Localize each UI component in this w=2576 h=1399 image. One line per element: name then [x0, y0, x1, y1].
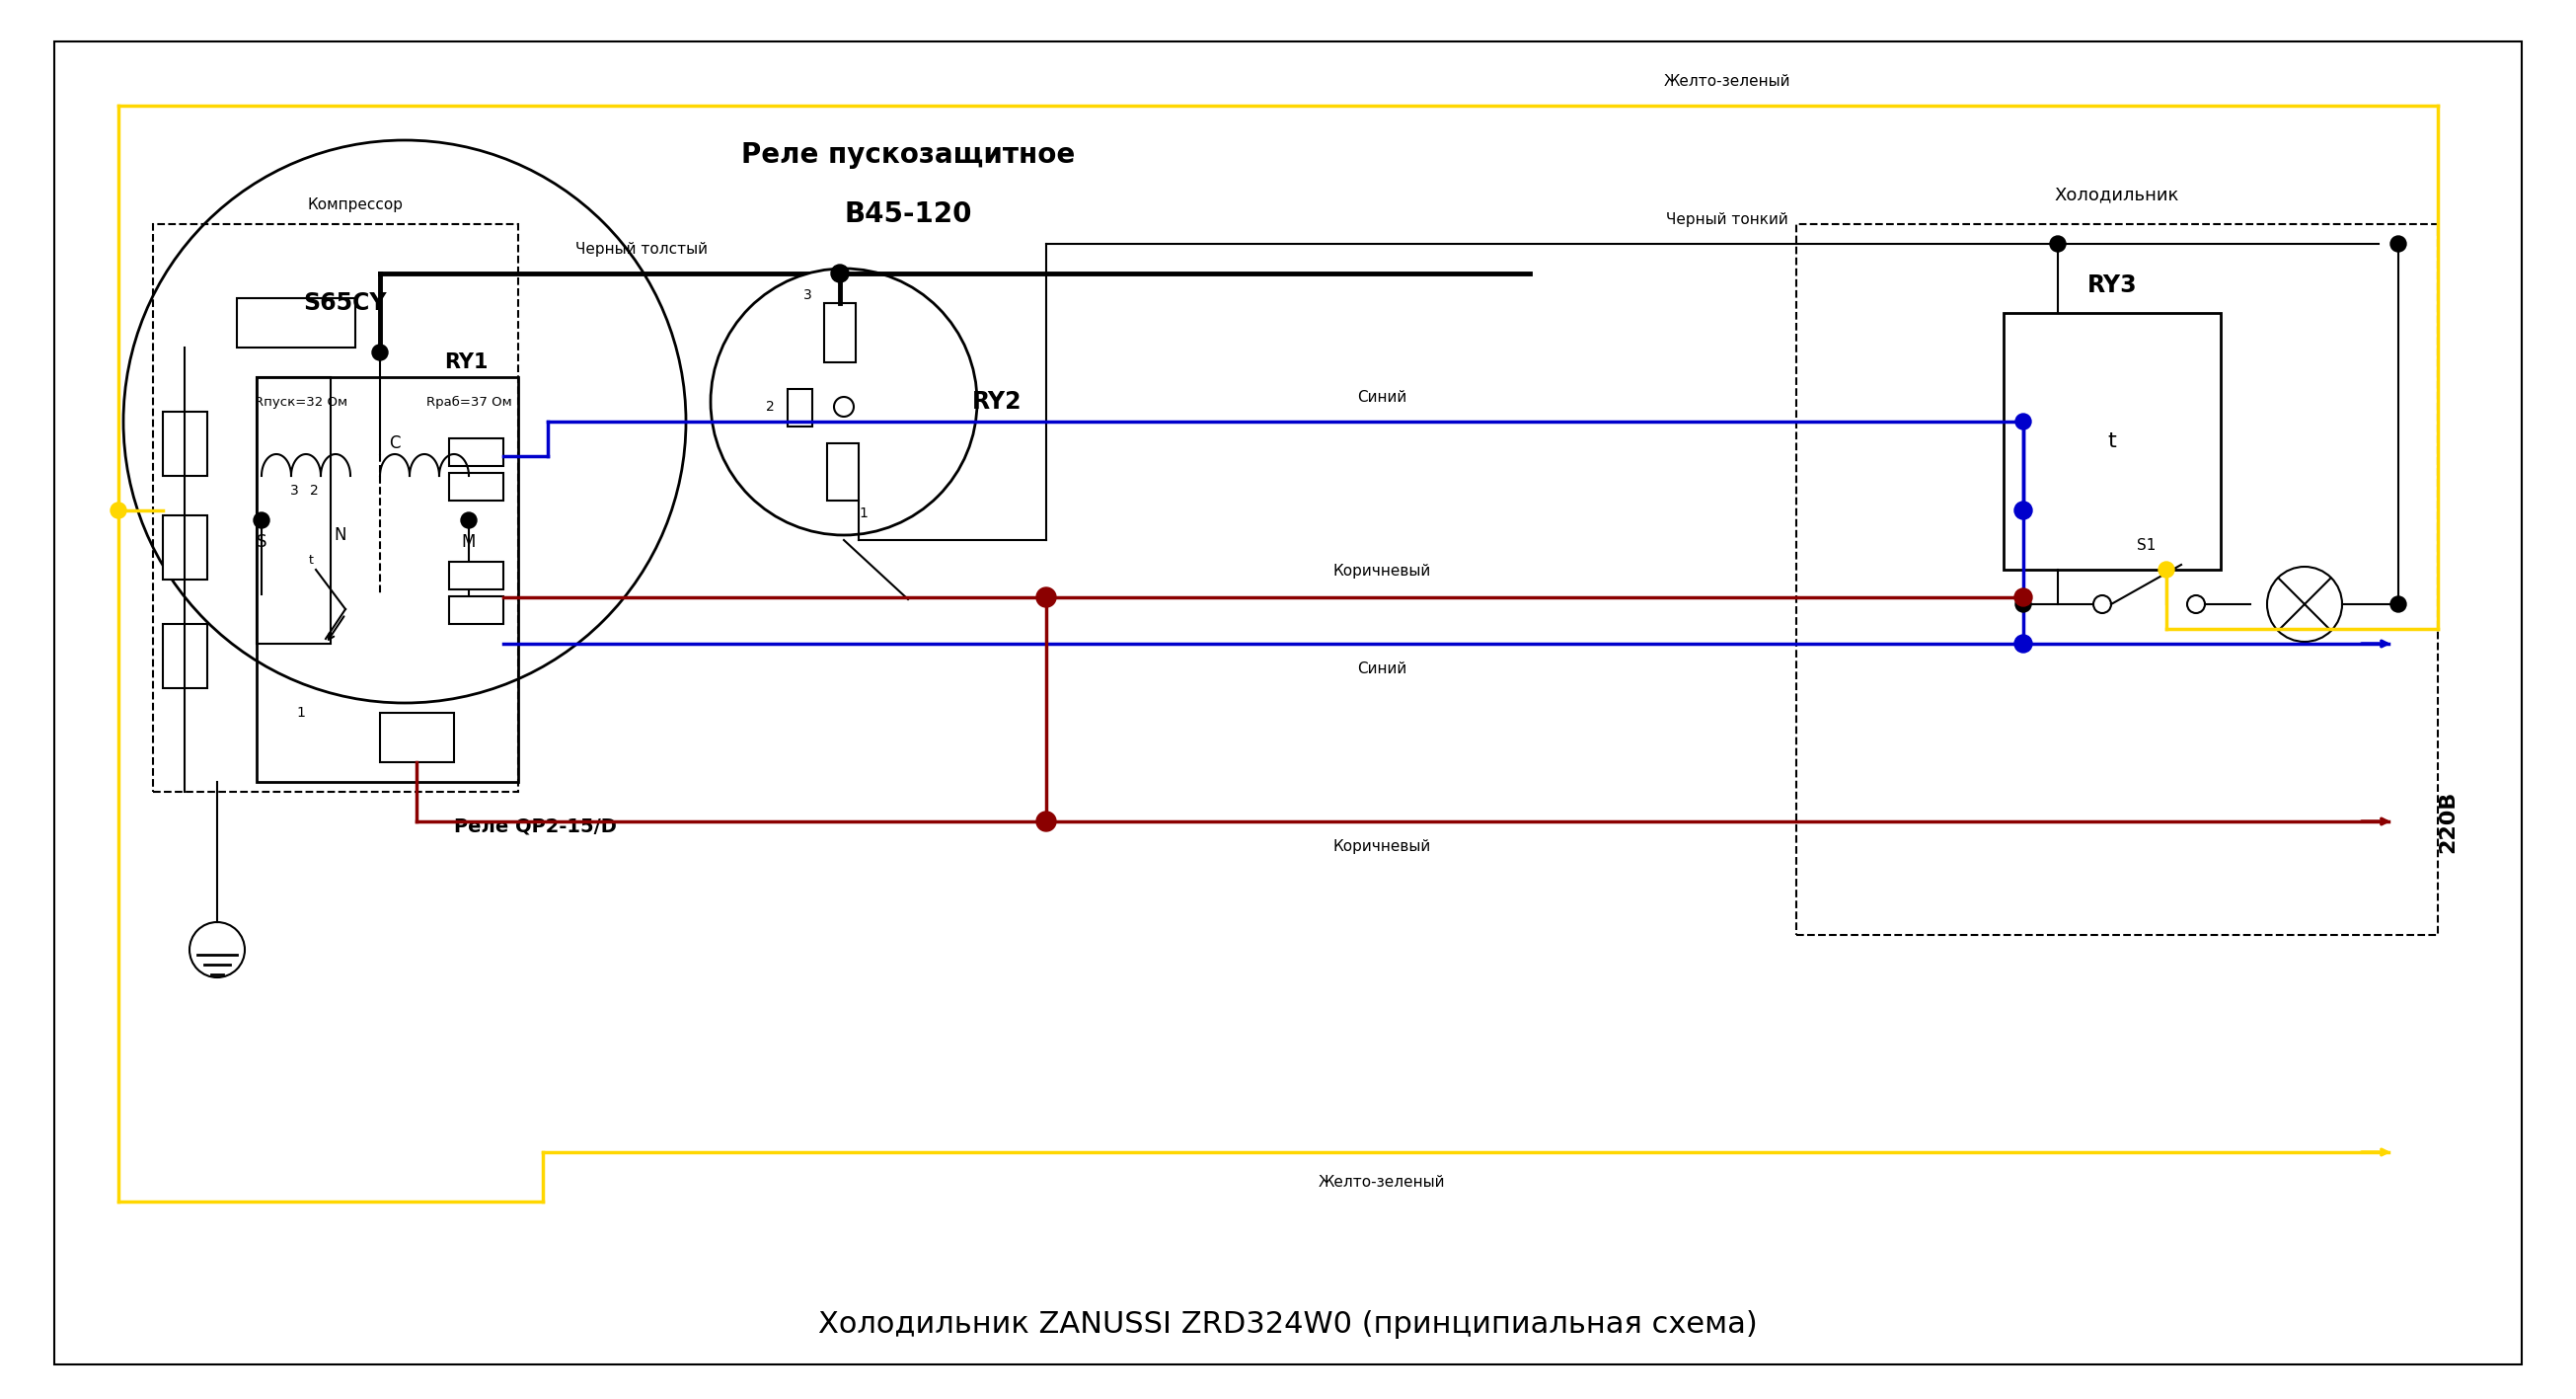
Bar: [152, 224, 518, 792]
Text: Rраб=37 Ом: Rраб=37 Ом: [425, 396, 513, 409]
Text: Коричневый: Коричневый: [1332, 839, 1430, 853]
Circle shape: [2391, 596, 2406, 613]
Circle shape: [2391, 236, 2406, 252]
Bar: [162, 624, 206, 688]
Text: Реле QP2-15/D: Реле QP2-15/D: [453, 817, 616, 835]
Circle shape: [124, 140, 685, 702]
Text: 2: 2: [309, 484, 319, 498]
Bar: [824, 304, 855, 362]
Text: Коричневый: Коричневый: [1332, 564, 1430, 579]
Circle shape: [252, 512, 270, 529]
Bar: [1795, 224, 2437, 935]
Circle shape: [832, 264, 850, 283]
Circle shape: [2094, 596, 2112, 613]
Circle shape: [2159, 562, 2174, 578]
Bar: [162, 515, 206, 579]
Circle shape: [2014, 414, 2032, 429]
Circle shape: [2014, 635, 2032, 652]
Text: 3: 3: [804, 288, 811, 302]
Text: Черный толстый: Черный толстый: [574, 242, 708, 256]
Text: C: C: [389, 435, 399, 452]
Text: 1: 1: [860, 506, 868, 520]
Text: Черный тонкий: Черный тонкий: [1667, 211, 1788, 227]
Bar: [2004, 313, 2221, 569]
Bar: [381, 713, 453, 762]
Text: Реле пускозащитное: Реле пускозащитное: [742, 141, 1074, 169]
Bar: [237, 298, 355, 347]
Text: Холодильник ZANUSSI ZRD324W0 (принципиальная схема): Холодильник ZANUSSI ZRD324W0 (принципиал…: [819, 1311, 1757, 1339]
Text: Желто-зеленый: Желто-зеленый: [1664, 74, 1790, 88]
Bar: [258, 378, 330, 644]
Text: S65CY: S65CY: [304, 291, 386, 315]
Text: Синий: Синий: [1358, 389, 1406, 404]
Bar: [448, 596, 502, 624]
Circle shape: [835, 397, 853, 417]
Text: Желто-зеленый: Желто-зеленый: [1319, 1174, 1445, 1189]
Circle shape: [2014, 589, 2032, 606]
Text: RY1: RY1: [443, 353, 487, 372]
Bar: [162, 411, 206, 476]
Text: RY3: RY3: [2087, 273, 2138, 297]
Text: S1: S1: [2138, 537, 2156, 553]
Circle shape: [2014, 596, 2032, 613]
Text: В45-120: В45-120: [845, 200, 971, 228]
Text: 2: 2: [765, 400, 775, 414]
Circle shape: [371, 344, 389, 361]
Text: RY2: RY2: [971, 390, 1023, 414]
Text: 3: 3: [291, 484, 299, 498]
Bar: [788, 389, 811, 427]
Bar: [448, 473, 502, 501]
Bar: [827, 443, 858, 501]
Text: t: t: [2107, 431, 2117, 452]
Circle shape: [2267, 567, 2342, 642]
Bar: [448, 438, 502, 466]
Text: Компрессор: Компрессор: [307, 197, 404, 211]
Bar: [448, 562, 502, 589]
Circle shape: [2187, 596, 2205, 613]
Text: 220В: 220В: [2437, 790, 2458, 853]
Text: 1: 1: [296, 706, 307, 719]
Text: Синий: Синий: [1358, 660, 1406, 676]
Circle shape: [711, 269, 976, 534]
Text: t: t: [309, 554, 314, 567]
Circle shape: [2014, 589, 2032, 606]
Circle shape: [111, 502, 126, 519]
Text: N: N: [335, 526, 348, 544]
Text: S: S: [258, 533, 268, 551]
Text: Rпуск=32 Ом: Rпуск=32 Ом: [255, 396, 348, 409]
Circle shape: [191, 922, 245, 978]
Circle shape: [2014, 502, 2032, 519]
Circle shape: [1036, 811, 1056, 831]
Text: M: M: [461, 533, 477, 551]
Circle shape: [2050, 236, 2066, 252]
Circle shape: [461, 512, 477, 529]
Circle shape: [1036, 588, 1056, 607]
Text: Холодильник: Холодильник: [2056, 186, 2179, 203]
Bar: [258, 378, 518, 782]
